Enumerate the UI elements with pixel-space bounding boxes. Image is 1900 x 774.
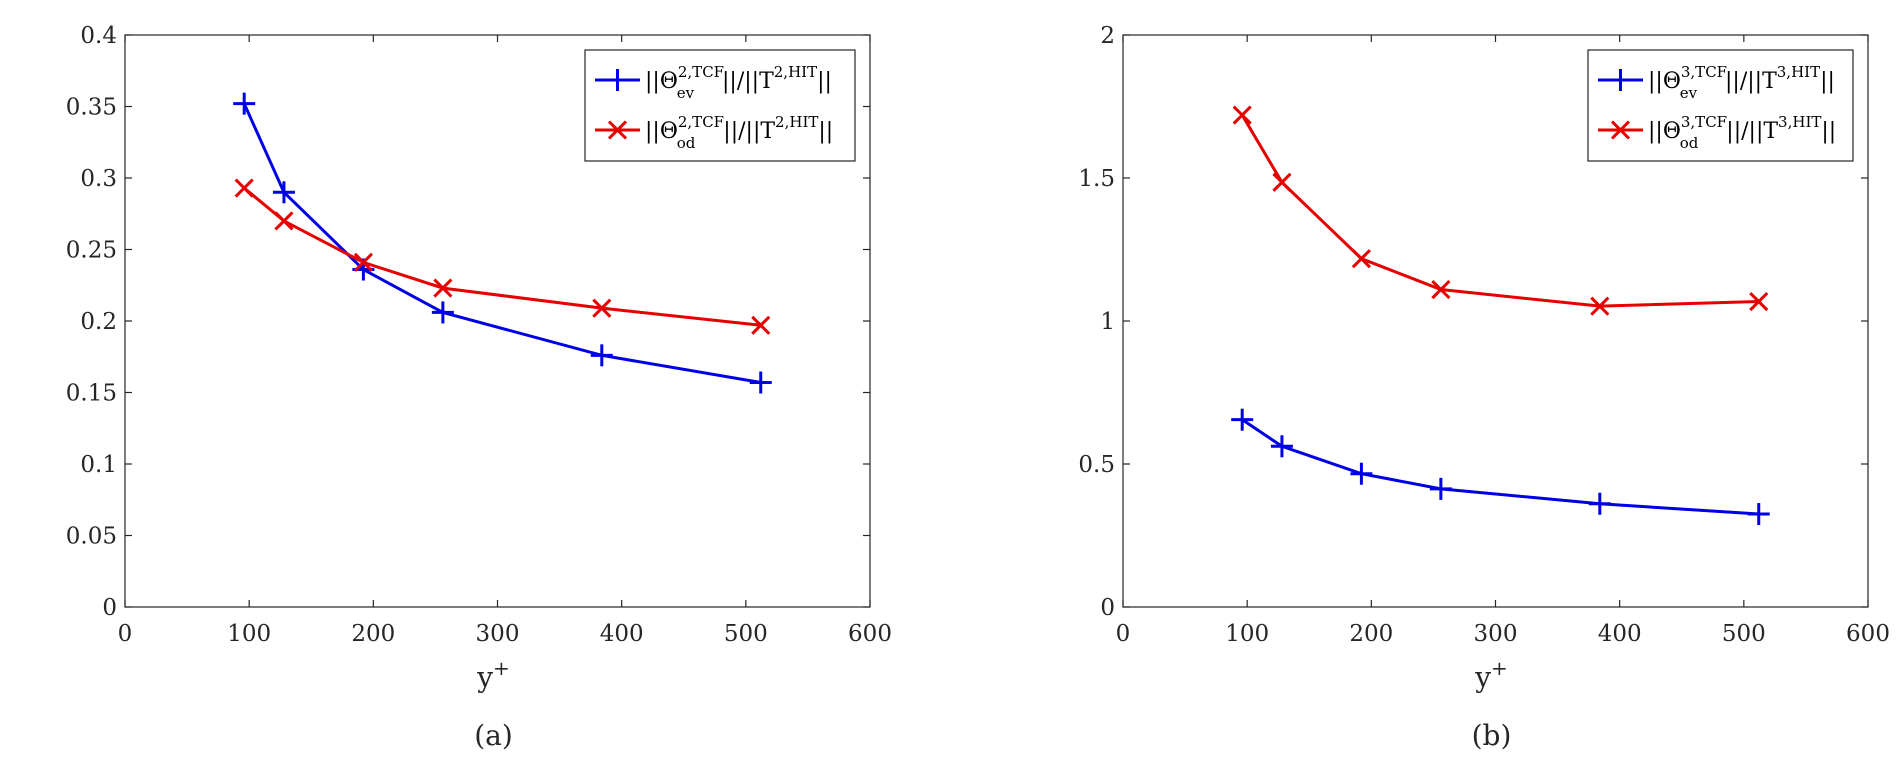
- x-axis-label: y+: [1474, 656, 1508, 694]
- data-point: [1588, 492, 1611, 515]
- chart-panel-0: 0 100 200 300 400 500 600 0 0.05 0.1 0.15 0.2 0.25 0.…: [66, 23, 892, 752]
- series-line-0: [1241, 418, 1759, 516]
- legend-label: ||Θ3,TCF ev ||/||T3,HIT||: [1648, 63, 1835, 102]
- x-tick-label: 400: [600, 621, 644, 647]
- series-line-1: [1240, 114, 1759, 308]
- data-point: [1272, 172, 1292, 192]
- data-point: [749, 371, 772, 394]
- data-point: [1590, 296, 1610, 316]
- legend-label: ||Θ2,TCF od ||/||T2,HIT||: [645, 113, 833, 152]
- data-point: [1232, 105, 1252, 125]
- x-axis-label-base: y: [476, 661, 493, 694]
- x-tick-label: 500: [724, 621, 768, 647]
- y-tick-label: 0: [1100, 595, 1115, 621]
- data-point: [590, 344, 613, 367]
- data-point: [1749, 291, 1769, 312]
- y-tick-label: 0.05: [66, 524, 117, 550]
- series-line-0: [242, 103, 761, 384]
- y-tick-label: 0.35: [66, 95, 117, 121]
- y-tick-label: 1: [1100, 309, 1115, 335]
- legend: ||Θ3,TCF ev ||/||T3,HIT|| ||Θ3,TCF od ||/||T3…: [1587, 49, 1854, 162]
- data-point: [433, 278, 453, 298]
- x-tick-label: 200: [1349, 621, 1393, 647]
- x-axis-label-base: y: [1474, 661, 1491, 694]
- legend-box: [584, 49, 856, 162]
- y-tick-label: 1.5: [1078, 166, 1115, 192]
- x-axis-label-sup: +: [493, 656, 510, 680]
- legend: ||Θ2,TCF ev ||/||T2,HIT|| ||Θ2,TCF od ||/||T2…: [584, 49, 856, 162]
- x-axis-label-sup: +: [1491, 656, 1508, 680]
- chart-panel-1: 0 100 200 300 400 500 600 0 0.5 1 1.5 2 y+ (b) ||Θ3,TC…: [1078, 23, 1890, 752]
- y-tick-label: 0.1: [80, 452, 117, 478]
- data-point: [592, 298, 612, 318]
- y-tick-label: 0.5: [1078, 452, 1115, 478]
- x-tick-label: 400: [1598, 621, 1642, 647]
- y-tick-label: 2: [1100, 23, 1115, 49]
- y-tick-label: 0.15: [66, 381, 117, 407]
- panel-label: (b): [1472, 719, 1512, 752]
- x-tick-label: 300: [1474, 621, 1518, 647]
- legend-marker: [1610, 120, 1631, 140]
- data-point: [1431, 279, 1451, 300]
- data-point: [1350, 462, 1373, 485]
- x-tick-label: 100: [1225, 621, 1269, 647]
- x-tick-label: 0: [118, 621, 133, 647]
- legend-label: ||Θ2,TCF ev ||/||T2,HIT||: [645, 63, 832, 102]
- y-tick-label: 0: [102, 595, 117, 621]
- data-point: [353, 252, 373, 272]
- x-tick-label: 600: [1846, 621, 1890, 647]
- y-tick-label: 0.25: [66, 238, 117, 264]
- panel-label: (a): [474, 719, 513, 752]
- data-point: [1270, 435, 1293, 458]
- data-point: [751, 315, 771, 335]
- data-point: [1351, 249, 1371, 269]
- data-point: [1747, 503, 1770, 526]
- y-tick-label: 0.2: [80, 309, 117, 335]
- x-axis-label: y+: [476, 656, 510, 694]
- x-tick-label: 100: [227, 621, 271, 647]
- data-point: [274, 211, 294, 231]
- y-tick-label: 0.3: [80, 166, 117, 192]
- legend-box: [1587, 49, 1854, 162]
- x-tick-label: 600: [848, 621, 892, 647]
- data-point: [233, 92, 256, 115]
- data-point: [234, 178, 254, 198]
- data-point: [272, 181, 295, 204]
- x-tick-label: 300: [476, 621, 520, 647]
- x-tick-label: 500: [1722, 621, 1766, 647]
- data-point: [431, 301, 454, 324]
- x-tick-label: 0: [1116, 621, 1131, 647]
- data-point: [1231, 408, 1254, 431]
- x-tick-label: 200: [351, 621, 395, 647]
- y-tick-label: 0.4: [80, 23, 117, 49]
- legend-marker: [607, 120, 628, 140]
- data-point: [1429, 477, 1452, 500]
- legend-label: ||Θ3,TCF od ||/||T3,HIT||: [1648, 113, 1836, 152]
